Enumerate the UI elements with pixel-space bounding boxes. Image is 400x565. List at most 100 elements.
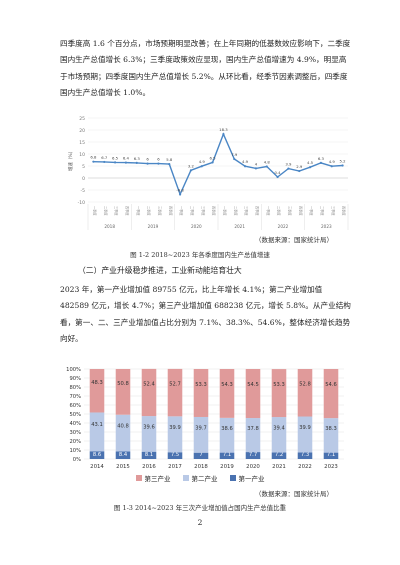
y-tick-label: 20: [79, 128, 85, 134]
x-tick-label: 四季度: [212, 206, 217, 216]
section-heading-industry-upgrade: （二）产业升级稳步推进，工业新动能培育壮大: [78, 266, 242, 275]
data-source-note-1: （数据来源：国家统计局）: [255, 236, 333, 244]
data-point: [103, 160, 106, 164]
y-tick-label: 30%: [69, 430, 81, 436]
data-label: 4.5: [307, 160, 314, 165]
bar-segment-secondary: [245, 418, 261, 453]
x-tick-label: 一季度: [266, 206, 271, 216]
data-label: 4: [255, 161, 258, 166]
bar-segment-primary: [323, 452, 339, 459]
x-tick-label: 三季度: [287, 206, 292, 216]
x-tick-label: 三季度: [201, 206, 206, 216]
x-tick-label: 一季度: [222, 206, 227, 216]
data-label: 8.4: [119, 452, 128, 458]
legend-item-tertiary: 第三产业: [135, 473, 171, 483]
data-label: 6.8: [90, 155, 97, 160]
year-label: 2023: [321, 224, 332, 229]
legend-swatch-secondary: [182, 475, 189, 481]
bar-segment-primary: [141, 451, 157, 459]
y-tick-label: 60%: [69, 403, 81, 409]
data-label: 48.3: [91, 380, 103, 386]
year-label: 2021: [234, 224, 245, 229]
x-tick-label: 二季度: [103, 206, 108, 216]
data-label: 39.4: [273, 425, 285, 431]
data-point: [124, 161, 128, 164]
data-point: [211, 161, 214, 164]
x-tick-label: 三季度: [331, 206, 336, 216]
data-label: 5.8: [166, 157, 173, 162]
x-tick-label: 三季度: [157, 206, 162, 216]
bar-segment-secondary: [297, 416, 313, 453]
x-tick-label: 四季度: [125, 206, 130, 216]
data-label: 2.9: [296, 164, 303, 169]
legend-swatch-tertiary: [135, 475, 142, 481]
data-point: [178, 193, 182, 196]
bar-segment-secondary: [115, 414, 131, 452]
data-point: [189, 169, 193, 172]
data-label: 7.2: [275, 452, 283, 458]
data-label: 39.6: [143, 425, 155, 431]
data-label: 6: [146, 157, 149, 162]
bar-segment-secondary: [323, 418, 339, 453]
y-tick-label: 20%: [69, 439, 81, 445]
data-point: [233, 157, 236, 161]
x-tick-label: 一季度: [136, 206, 141, 216]
bar-segment-secondary: [219, 417, 235, 453]
x-tick-label: 2022: [298, 464, 312, 470]
data-point: [92, 160, 95, 163]
data-label: 7: [199, 452, 202, 458]
bar-segment-primary: [219, 452, 235, 459]
data-label: 18.3: [219, 127, 228, 132]
data-label: 7.7: [249, 452, 257, 458]
bar-segment-tertiary: [141, 368, 157, 417]
bar-segment-tertiary: [245, 369, 261, 419]
x-tick-label: 2021: [272, 464, 286, 470]
data-point: [135, 161, 138, 164]
y-tick-label: 15: [79, 140, 85, 146]
bar-segment-tertiary: [89, 369, 105, 413]
x-tick-label: 一季度: [309, 206, 314, 216]
x-tick-label: 2019: [220, 464, 234, 470]
quarterly-gdp-line-chart: -10 -5 0 5 10 15 20 25 增速（%） 6.8 一季度 6.7 二季度 6.5 三季度 6.…: [67, 116, 349, 230]
data-point: [254, 167, 258, 170]
bar-segment-secondary: [89, 412, 105, 452]
data-label: 43.1: [91, 422, 103, 428]
bar-segment-primary: [271, 452, 287, 459]
y-tick-label: 80%: [69, 385, 81, 391]
data-point: [298, 169, 301, 173]
x-tick-label: 二季度: [147, 206, 152, 216]
data-label: 7.3: [301, 452, 309, 458]
figure-caption-1-2: 图 1-2 2018~2023 年各季度国内生产总值增速: [130, 251, 270, 259]
data-label: 39.9: [169, 425, 181, 431]
year-label: 2020: [191, 224, 202, 229]
x-tick-label: 一季度: [92, 206, 97, 216]
y-tick-label: 100%: [66, 367, 81, 373]
paragraph-gdp-quarterly: 四季度高 1.6 个百分点，市场预期明显改善；在上年同期的低基数效应影响下，二季…: [60, 39, 351, 97]
paragraph-industry-structure: 2023 年，第一产业增加值 89755 亿元，比上年增长 4.1%；第二产业增…: [60, 285, 351, 343]
legend-item-primary: 第一产业: [229, 473, 265, 483]
data-label: 6.5: [210, 155, 217, 160]
year-label: 2022: [278, 224, 289, 229]
legend-swatch-primary: [229, 475, 236, 481]
data-point: [330, 165, 333, 168]
year-label: 2019: [148, 224, 159, 229]
data-point: [319, 161, 323, 164]
y-axis-label: 增速（%）: [67, 149, 74, 171]
x-tick-label: 2020: [246, 464, 260, 470]
y-tick-label: 10: [79, 152, 85, 158]
year-label: 2018: [104, 224, 115, 229]
x-tick-label: 四季度: [168, 206, 173, 216]
x-tick-label: 二季度: [190, 206, 195, 216]
x-tick-label: 2017: [168, 464, 182, 470]
data-point: [287, 167, 290, 170]
data-point: [113, 161, 117, 164]
data-label: 7.9: [231, 152, 238, 157]
y-tick-label: 0: [82, 176, 85, 182]
data-label: 50.8: [117, 381, 129, 387]
data-label: 6.7: [101, 155, 108, 160]
data-point: [276, 175, 279, 179]
bar-segment-primary: [297, 452, 313, 459]
data-label: 54.3: [221, 382, 233, 388]
data-source-note-2: （数据来源：国家统计局）: [255, 490, 333, 498]
data-point: [200, 165, 203, 168]
